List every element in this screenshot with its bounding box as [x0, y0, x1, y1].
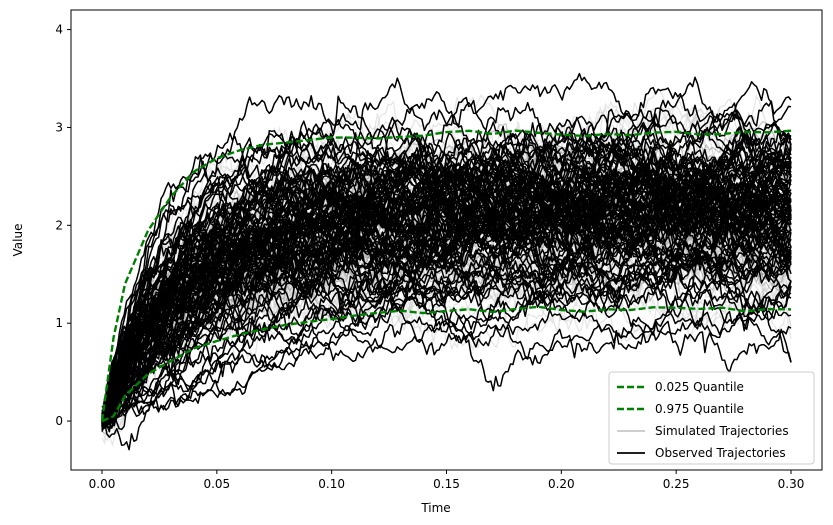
legend-label: Observed Trajectories [655, 446, 786, 460]
observed-trajectory [101, 190, 792, 427]
observed-trajectory [101, 311, 792, 412]
observed-trajectory [101, 76, 792, 421]
observed-trajectory [101, 123, 792, 416]
x-tick-label: 0.00 [89, 477, 116, 491]
quantile-line-upper [100, 129, 792, 422]
legend: 0.025 Quantile 0.975 Quantile Simulated Tr… [608, 371, 815, 465]
observed-trajectory [101, 148, 792, 427]
observed-trajectory [101, 202, 792, 429]
y-tick-label: 4 [55, 23, 63, 37]
x-tick-label: 0.20 [548, 477, 575, 491]
y-tick-label: 1 [55, 316, 63, 330]
quantile-line-lower [101, 305, 792, 423]
observed-trajectory [102, 182, 792, 428]
observed-trajectory [101, 72, 792, 420]
observed-trajectory [101, 236, 792, 427]
legend-label: 0.975 Quantile [655, 402, 744, 416]
legend-label: 0.025 Quantile [655, 380, 744, 394]
x-axis: 0.00 0.05 0.10 0.15 0.20 0.25 0.30 [89, 470, 805, 491]
observed-trajectory [101, 248, 792, 430]
observed-trajectory [101, 275, 792, 424]
x-tick-label: 0.30 [778, 477, 805, 491]
legend-box [608, 371, 815, 465]
y-tick-label: 2 [55, 218, 63, 232]
x-tick-label: 0.15 [433, 477, 460, 491]
x-axis-label: Time [420, 501, 450, 515]
y-axis: 0 1 2 3 4 [55, 23, 71, 428]
observed-trajectory [101, 159, 792, 426]
legend-label: Simulated Trajectories [655, 424, 789, 438]
observed-trajectory [101, 256, 792, 420]
y-tick-label: 3 [55, 120, 63, 134]
observed-trajectory [101, 247, 792, 433]
observed-trajectories [101, 72, 792, 451]
observed-trajectory [101, 131, 792, 421]
x-tick-label: 0.05 [203, 477, 230, 491]
y-tick-label: 0 [55, 414, 63, 428]
y-axis-label: Value [11, 224, 25, 257]
x-tick-label: 0.10 [318, 477, 345, 491]
quantile-lines [100, 129, 792, 423]
x-tick-label: 0.25 [663, 477, 690, 491]
observed-trajectory [101, 215, 792, 427]
observed-trajectory [101, 115, 792, 425]
observed-trajectory [101, 127, 792, 431]
observed-trajectory [101, 150, 792, 418]
observed-trajectory [101, 81, 792, 420]
